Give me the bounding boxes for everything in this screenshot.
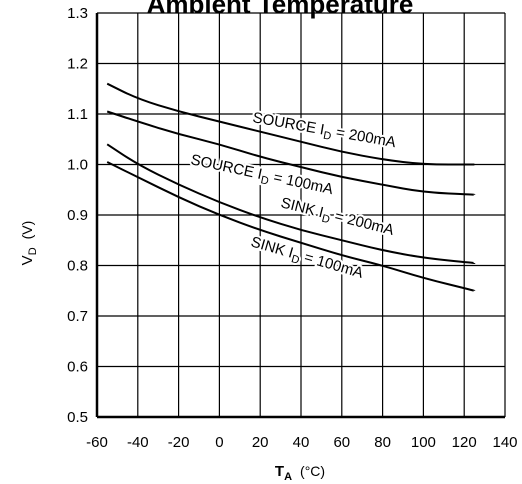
x-tick-label: 60 [333,434,350,451]
x-tick-label: 40 [293,434,310,451]
curve-label-2: SINK ID = 200mA [278,194,395,241]
series-line-1 [106,110,476,196]
curve-label-1: SOURCE ID = 100mA [189,151,335,201]
y-tick-label: 0.6 [67,359,88,376]
x-tick-label: 80 [374,434,391,451]
y-tick-label: 0.5 [67,409,88,426]
chart-title: Ambient Temperature [147,0,414,19]
x-tick-label: 20 [252,434,269,451]
curve-label-value: = 200mA [329,207,396,239]
y-axis-label-unit: (V) [19,221,35,240]
grid [95,12,506,419]
tick-labels: -60 -40 -20 0 20 40 60 80 100 120 140 0.5 0.6 0.7 0.8 0… [67,5,517,451]
y-tick-label: 1.1 [67,106,88,123]
x-tick-label: 140 [492,434,517,451]
x-tick-label: -60 [86,434,108,451]
y-tick-label: 1.2 [67,56,88,73]
x-tick-label: 0 [215,434,223,451]
y-tick-label: 1.3 [67,5,88,22]
x-axis-label-main: T [275,463,284,480]
series-lines [106,82,476,292]
x-axis-label: TA (°C) [275,463,325,483]
y-axis-label-sub: D [27,247,39,255]
x-axis-label-unit: (°C) [300,463,325,479]
y-tick-label: 0.9 [67,207,88,224]
y-axis-label-main: V [19,255,36,265]
x-tick-label: -20 [168,434,190,451]
x-tick-label: 120 [452,434,477,451]
series-line-2 [106,143,476,265]
curve-label-text: SINK I [279,194,325,221]
curve-label-text: SINK I [249,234,295,262]
x-axis-label-sub: A [284,471,292,483]
curve-label-value: = 200mA [331,123,398,151]
series-line-0 [106,82,475,166]
y-tick-label: 0.8 [67,258,88,275]
x-tick-label: 100 [411,434,436,451]
curve-label-text: SOURCE I [189,151,263,183]
x-tick-label: -40 [127,434,149,451]
series-line-3 [106,161,476,292]
y-axis-label: VD (V) [19,221,39,266]
y-tick-label: 0.7 [67,308,88,325]
y-tick-label: 1.0 [67,157,88,174]
